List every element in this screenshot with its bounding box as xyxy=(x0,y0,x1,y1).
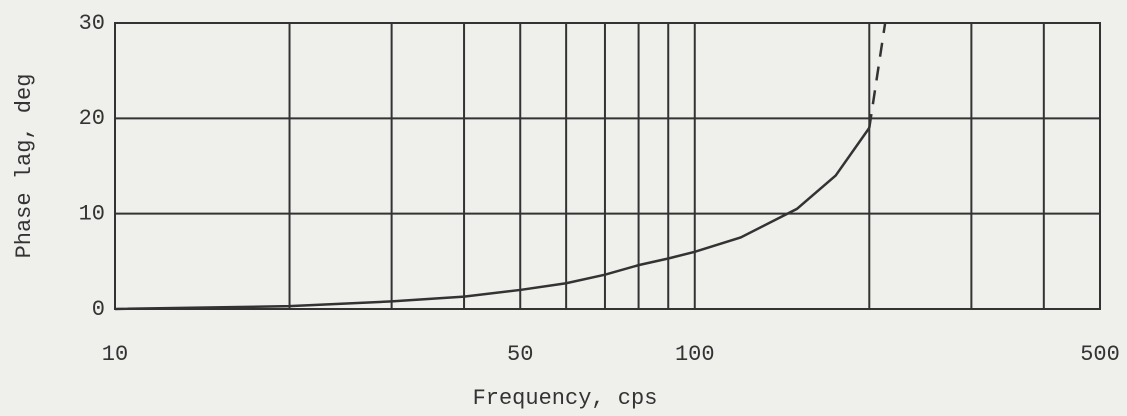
y-tick-label: 30 xyxy=(79,11,105,36)
x-tick-label: 50 xyxy=(507,342,533,367)
x-tick-label: 500 xyxy=(1080,342,1120,367)
y-tick-label: 10 xyxy=(79,201,105,226)
y-tick-label: 0 xyxy=(92,297,105,322)
y-axis-label: Phase lag, deg xyxy=(12,74,37,259)
line-series xyxy=(114,127,871,311)
x-tick-label: 10 xyxy=(102,342,128,367)
x-axis-label: Frequency, cps xyxy=(473,386,658,411)
plot-frame xyxy=(114,22,1101,310)
x-tick-label: 100 xyxy=(675,342,715,367)
line-series xyxy=(868,22,887,129)
y-tick-label: 20 xyxy=(79,106,105,131)
